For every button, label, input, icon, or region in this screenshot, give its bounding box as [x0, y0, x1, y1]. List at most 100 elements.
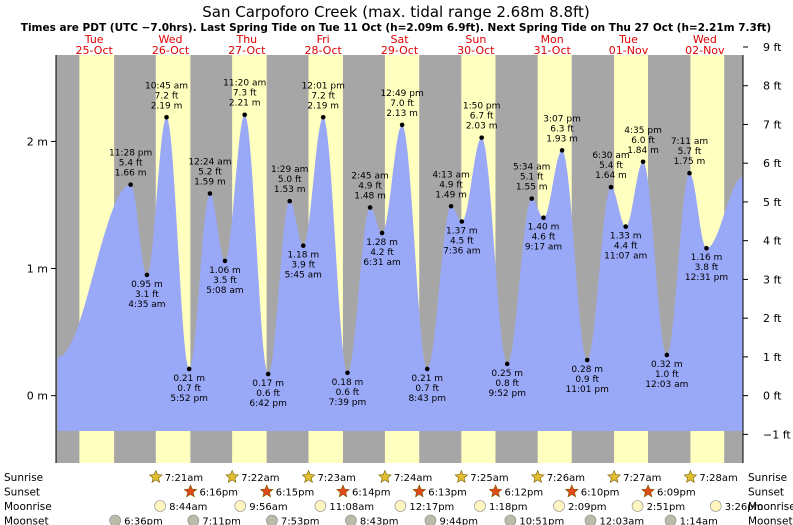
tide-label: 12:01 pm — [302, 81, 345, 91]
right-tick-label: 4 ft — [763, 235, 782, 248]
extreme-labels: 11:28 pm5.4 ft1.66 m0.95 m3.1 ft4:35 am1… — [109, 79, 728, 409]
tide-label: 6:42 pm — [249, 399, 287, 409]
left-tick-label: 2 m — [27, 135, 48, 148]
tide-label: 7.0 ft — [390, 99, 414, 109]
tide-label: 7:11 am — [671, 137, 708, 147]
astro-row-label-left: Moonset — [4, 516, 49, 525]
tide-label: 5.4 ft — [119, 159, 143, 169]
right-tick-label: 9 ft — [763, 41, 782, 54]
high-tide-point — [164, 114, 169, 120]
right-tick-label: 3 ft — [763, 273, 782, 286]
tide-label: 5.1 ft — [520, 173, 544, 183]
tide-label: 4:35 am — [128, 300, 165, 310]
tide-label: 0.7 ft — [177, 384, 201, 394]
day-date: 31-Oct — [534, 44, 572, 57]
high-tide-point — [320, 114, 326, 120]
tide-label: 1.84 m — [627, 146, 659, 156]
tide-label: 4.4 ft — [614, 242, 638, 252]
tide-label: 12:31 pm — [685, 273, 728, 283]
tide-label: 4.6 ft — [532, 233, 556, 243]
low-tide-point — [379, 230, 385, 236]
astro-row-label-right: Sunrise — [748, 472, 787, 484]
tide-label: 1.49 m — [435, 190, 467, 200]
astro-time: 6:15pm — [276, 488, 315, 499]
day-name: Tue — [618, 33, 638, 46]
right-tick-label: 0 ft — [763, 390, 782, 403]
moonset-icon — [109, 514, 121, 525]
astro-time: 2:09pm — [568, 502, 607, 513]
astro-time: 1:18pm — [489, 502, 528, 513]
sunset-icon — [641, 484, 655, 498]
tide-label: 1:50 pm — [463, 102, 501, 112]
tide-label: 1.33 m — [610, 232, 642, 242]
tide-label: 12:49 pm — [380, 89, 423, 99]
tide-label: 0.21 m — [411, 374, 443, 384]
astro-row-label-left: Sunrise — [4, 472, 43, 484]
moonrise-icon — [314, 500, 327, 512]
day-date: 29-Oct — [381, 44, 419, 57]
tide-label: 2.19 m — [307, 101, 339, 111]
tide-label: 2.03 m — [466, 122, 498, 132]
low-tide-point — [664, 352, 670, 358]
day-headers: Tue25-OctWed26-OctThu27-OctFri28-OctSat2… — [76, 33, 726, 57]
astro-time: 3:26pm — [725, 502, 764, 513]
tide-label: 5.0 ft — [278, 175, 302, 185]
tide-label: 1.16 m — [691, 253, 723, 263]
tide-label: 3.9 ft — [291, 261, 315, 271]
chart-title: San Carpoforo Creek (max. tidal range 2.… — [202, 3, 590, 21]
tide-label: 4.5 ft — [450, 237, 474, 247]
low-tide-point — [704, 245, 709, 251]
moonset-icon — [266, 514, 278, 525]
day-date: 01-Nov — [609, 44, 649, 57]
day-name: Fri — [317, 33, 330, 46]
tide-label: 0.6 ft — [336, 388, 360, 398]
astro-time: 6:16pm — [199, 488, 238, 499]
tide-label: 4.9 ft — [439, 180, 463, 190]
astro-time: 7:23am — [318, 473, 356, 484]
low-tide-point — [424, 366, 430, 372]
tide-label: 0.8 ft — [495, 379, 519, 389]
tide-label: 4:35 pm — [624, 126, 662, 136]
right-tick-label: 1 ft — [763, 351, 782, 364]
low-tide-point — [345, 370, 350, 376]
astro-time: 7:28am — [699, 473, 737, 484]
tide-label: 7:39 pm — [329, 398, 367, 408]
astro-time: 7:11pm — [202, 517, 241, 525]
tide-label: 1.48 m — [354, 192, 386, 202]
astro-row-label-right: Sunset — [748, 487, 784, 499]
tide-label: 1.93 m — [546, 134, 578, 144]
moonrise-icon — [394, 500, 407, 512]
day-date: 26-Oct — [152, 44, 190, 57]
tide-label: 3.5 ft — [213, 276, 237, 286]
tide-label: 0.21 m — [173, 374, 205, 384]
moonset-icon — [345, 514, 357, 525]
day-name: Wed — [693, 33, 717, 46]
astro-time: 7:27am — [623, 473, 661, 484]
tide-label: 5:34 am — [513, 163, 550, 173]
moonrise-icon — [474, 500, 486, 512]
tide-label: 5.2 ft — [198, 168, 222, 178]
tide-label: 7.3 ft — [233, 89, 257, 99]
moonset-icon — [187, 514, 200, 525]
sun-icon — [454, 469, 469, 483]
moonrise-icon — [154, 500, 166, 512]
tide-label: 3.1 ft — [135, 290, 159, 300]
high-tide-point — [559, 148, 565, 153]
tide-label: 6:31 am — [363, 258, 400, 268]
moonset-icon — [504, 514, 517, 525]
day-date: 27-Oct — [228, 44, 266, 57]
tide-label: 1.55 m — [516, 183, 548, 193]
astro-row-label-right: Moonrise — [748, 501, 793, 513]
astro-time: 6:13pm — [428, 488, 467, 499]
astro-time: 7:24am — [394, 473, 432, 484]
tide-label: 7.2 ft — [155, 91, 179, 101]
moonrise-icon — [234, 500, 247, 512]
high-tide-point — [399, 122, 405, 128]
astro-time: 7:26am — [547, 473, 585, 484]
tide-label: 3.8 ft — [695, 263, 719, 273]
right-tick-label: 2 ft — [763, 312, 782, 325]
axes: 0 m 1 m 2 m −1 ft 0 ft 1 ft 2 ft 3 ft 4 ft 5 ft 6 … — [27, 41, 791, 463]
tide-label: 4.9 ft — [358, 182, 382, 192]
tide-label: 2:45 am — [351, 172, 388, 182]
tide-label: 2.19 m — [151, 101, 183, 111]
